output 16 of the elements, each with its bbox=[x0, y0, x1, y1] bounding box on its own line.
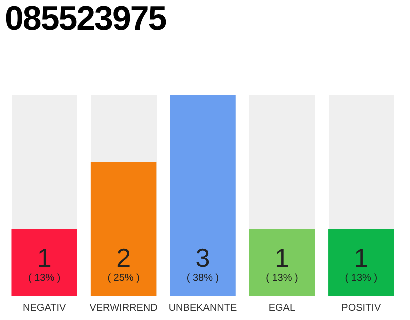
x-tick-label: POSITIV bbox=[342, 302, 382, 314]
data-label: 2 bbox=[116, 243, 132, 274]
annotation: ( 13% ) bbox=[266, 272, 298, 284]
x-tick-label: NEGATIV bbox=[23, 302, 67, 314]
data-label: 1 bbox=[354, 243, 369, 274]
chart-title: 085523975 bbox=[5, 0, 166, 39]
x-tick-label: EGAL bbox=[268, 302, 296, 314]
annotation: ( 13% ) bbox=[345, 272, 378, 284]
x-tick-label: VERWIRREND bbox=[90, 302, 158, 314]
annotation: ( 13% ) bbox=[28, 272, 61, 284]
annotation: ( 38% ) bbox=[186, 272, 220, 284]
data-label: 1 bbox=[37, 243, 52, 274]
annotation: ( 25% ) bbox=[108, 272, 140, 284]
x-tick-label: UNBEKANNTE bbox=[168, 302, 238, 314]
data-label: 1 bbox=[274, 243, 290, 274]
data-label: 3 bbox=[196, 243, 210, 274]
